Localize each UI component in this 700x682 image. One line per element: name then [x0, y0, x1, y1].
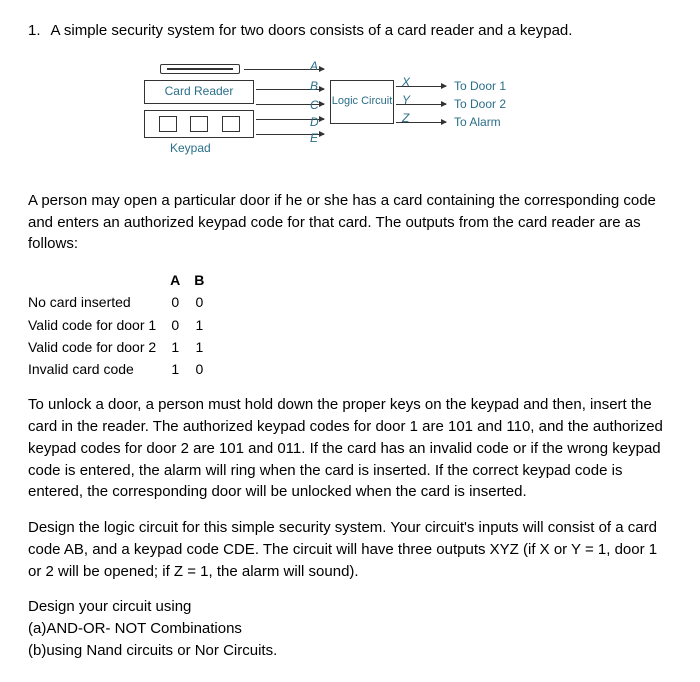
- arrow-icon: [396, 86, 446, 87]
- signal-D: D: [310, 114, 319, 131]
- logic-circuit-box: Logic Circuit: [330, 80, 394, 124]
- card-slot-icon: [160, 64, 240, 74]
- arrow-icon: [396, 104, 446, 105]
- table-cell: 0: [194, 358, 218, 380]
- table-cell: 0: [194, 291, 218, 313]
- card-reader-label: Card Reader: [165, 83, 234, 100]
- table-cell: 1: [194, 336, 218, 358]
- table-row: Invalid card code 1 0: [28, 358, 218, 380]
- table-header: A: [170, 269, 194, 291]
- paragraph-3: Design the logic circuit for this simple…: [28, 517, 672, 582]
- signal-E: E: [310, 130, 318, 147]
- signal-Y: Y: [402, 92, 410, 109]
- output-door2: To Door 2: [454, 96, 506, 113]
- question-number: 1.: [28, 20, 41, 42]
- table-cell: 1: [170, 336, 194, 358]
- table-row: Valid code for door 2 1 1: [28, 336, 218, 358]
- signal-B: B: [310, 78, 318, 95]
- signal-A: A: [310, 58, 318, 75]
- signal-X: X: [402, 74, 410, 91]
- table-cell: 0: [170, 291, 194, 313]
- security-diagram: Card Reader Keypad Logic Circuit A B C D…: [140, 56, 560, 176]
- table-cell: 0: [170, 314, 194, 336]
- key-icon: [159, 116, 177, 132]
- table-header: B: [194, 269, 218, 291]
- paragraph-1: A person may open a particular door if h…: [28, 190, 672, 255]
- output-door1: To Door 1: [454, 78, 506, 95]
- table-cell: Invalid card code: [28, 358, 170, 380]
- question-header: 1. A simple security system for two door…: [28, 20, 672, 42]
- table-row: Valid code for door 1 0 1: [28, 314, 218, 336]
- signal-C: C: [310, 97, 319, 114]
- table-cell: Valid code for door 2: [28, 336, 170, 358]
- paragraph-2: To unlock a door, a person must hold dow…: [28, 394, 672, 503]
- key-icon: [190, 116, 208, 132]
- arrow-icon: [396, 122, 446, 123]
- option-b: (b)using Nand circuits or Nor Circuits.: [28, 640, 672, 662]
- table-cell: No card inserted: [28, 291, 170, 313]
- keypad-box: [144, 110, 254, 138]
- table-cell: 1: [194, 314, 218, 336]
- card-reader-box: Card Reader: [144, 80, 254, 104]
- card-reader-table: A B No card inserted 0 0 Valid code for …: [28, 269, 672, 380]
- table-cell: 1: [170, 358, 194, 380]
- keypad-label: Keypad: [170, 140, 211, 157]
- table-cell: Valid code for door 1: [28, 314, 170, 336]
- option-a: (a)AND-OR- NOT Combinations: [28, 618, 672, 640]
- design-line: Design your circuit using: [28, 596, 672, 618]
- logic-label: Logic Circuit: [332, 95, 393, 108]
- question-prompt: A simple security system for two doors c…: [51, 20, 672, 42]
- output-alarm: To Alarm: [454, 114, 501, 131]
- key-icon: [222, 116, 240, 132]
- table-row: No card inserted 0 0: [28, 291, 218, 313]
- signal-Z: Z: [402, 110, 409, 127]
- table-header-row: A B: [28, 269, 218, 291]
